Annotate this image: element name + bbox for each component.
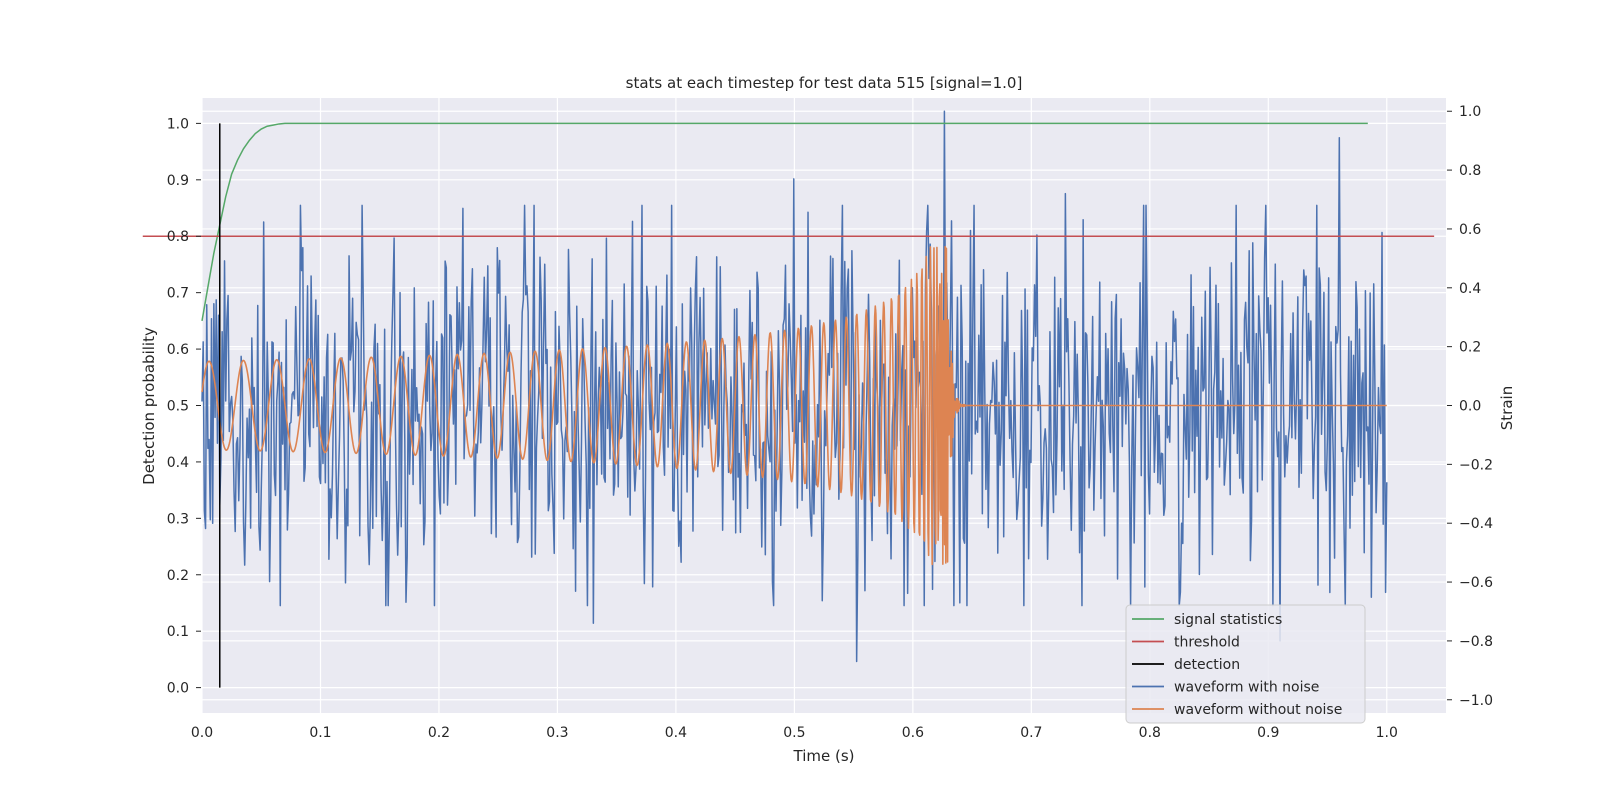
legend-box [1125, 604, 1366, 724]
x-tick-labels: 0.0 0.1 0.2 0.3 0.4 0.5 0.6 0.7 0.8 0.9 1.0 [191, 725, 1398, 741]
series-line-waveform-with-noise [201, 110, 1388, 663]
y-left-tick-label: 0.9 [167, 173, 189, 189]
x-tick-label: 0.9 [1257, 725, 1279, 741]
y-left-axis-label: Detection probability [140, 327, 158, 485]
x-tick-label: 0.7 [1020, 725, 1042, 741]
series-line-waveform-without-noise [201, 245, 1387, 566]
y-right-tick-label: 0.8 [1459, 163, 1481, 179]
y-left-tick-label: 0.7 [167, 286, 189, 302]
y-right-tick-label: 1.0 [1459, 104, 1481, 120]
y-left-tick-labels: 0.0 0.1 0.2 0.3 0.4 0.5 0.6 0.7 0.8 0.9 1.0 [167, 116, 201, 697]
y-right-tick-label: −0.2 [1459, 457, 1493, 473]
x-axis-label: Time (s) [793, 747, 855, 765]
legend-label: threshold [1174, 635, 1240, 651]
x-tick-label: 0.1 [309, 725, 331, 741]
y-right-tick-label: 0.4 [1459, 281, 1481, 297]
x-tick-label: 1.0 [1376, 725, 1398, 741]
y-right-tick-label: 0.6 [1459, 222, 1481, 238]
x-tick-label: 0.0 [191, 725, 213, 741]
y-left-tick-label: 0.6 [167, 342, 189, 358]
y-left-tick-label: 0.0 [167, 681, 189, 697]
x-tick-label: 0.6 [902, 725, 924, 741]
y-left-tick-label: 0.1 [167, 624, 189, 640]
y-left-tick-label: 1.0 [167, 116, 189, 132]
y-left-tick-label: 0.2 [167, 568, 189, 584]
legend-label: signal statistics [1174, 612, 1282, 628]
x-tick-label: 0.3 [546, 725, 568, 741]
y-left-tick-label: 0.3 [167, 511, 189, 527]
x-tick-label: 0.8 [1139, 725, 1161, 741]
y-left-tick-label: 0.8 [167, 229, 189, 245]
y-left-tick-label: 0.4 [167, 455, 189, 471]
y-right-tick-label: −0.8 [1459, 634, 1493, 650]
y-right-axis-label: Strain [1498, 386, 1516, 430]
legend-label: waveform with noise [1174, 680, 1319, 696]
legend: signal statistics threshold detection wavef… [1125, 604, 1366, 724]
y-right-tick-label: −1.0 [1459, 693, 1493, 709]
x-tick-label: 0.4 [665, 725, 687, 741]
x-tick-label: 0.2 [428, 725, 450, 741]
y-right-tick-label: 0.0 [1459, 399, 1481, 415]
y-right-tick-label: −0.4 [1459, 516, 1493, 532]
series-line-signal-statistics [201, 122, 1368, 321]
legend-label: detection [1174, 657, 1240, 673]
y-right-tick-labels: −1.0 −0.8 −0.6 −0.4 −0.2 0.0 0.2 0.4 0.6 0.8 1.0 [1447, 104, 1493, 709]
legend-label: waveform without noise [1174, 702, 1342, 718]
y-left-tick-label: 0.5 [167, 399, 189, 415]
y-right-tick-label: 0.2 [1459, 340, 1481, 356]
y-right-tick-label: −0.6 [1459, 575, 1493, 591]
x-tick-label: 0.5 [783, 725, 805, 741]
series-layer [142, 110, 1435, 688]
chart-title: stats at each timestep for test data 515… [626, 74, 1023, 92]
